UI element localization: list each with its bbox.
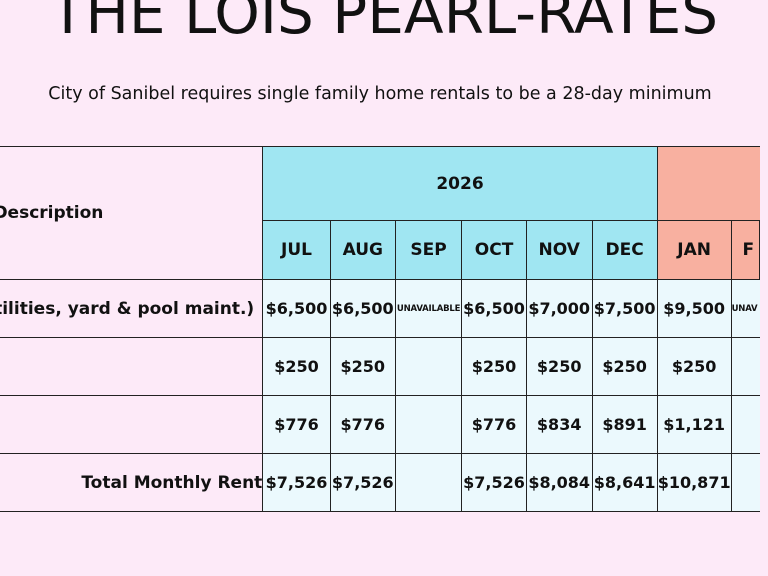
table-cell: $7,526 bbox=[461, 453, 527, 512]
table-cell: $250 bbox=[329, 337, 396, 396]
table-cell: $6,500 bbox=[262, 279, 331, 338]
month-header-feb: F bbox=[730, 220, 761, 280]
table-cell: $8,084 bbox=[525, 453, 593, 512]
row-label-total: Total Monthly Rent bbox=[0, 453, 264, 512]
table-cell: UNAV bbox=[730, 279, 760, 338]
row-label bbox=[0, 395, 264, 454]
table-cell bbox=[394, 395, 463, 454]
table-row: $776 $776 $776 $834 $891 $1,121 bbox=[0, 395, 760, 454]
month-header-aug: AUG bbox=[329, 220, 396, 280]
table-cell: $834 bbox=[525, 395, 593, 454]
table-cell: $776 bbox=[329, 395, 396, 454]
table-cell: $10,871 bbox=[656, 453, 732, 512]
table-cell bbox=[730, 337, 760, 396]
table-cell: $6,500 bbox=[461, 279, 527, 338]
description-header: e Description bbox=[0, 146, 264, 280]
table-row: e $250 $250 $250 $250 $250 $250 bbox=[0, 337, 760, 396]
table-cell: $776 bbox=[461, 395, 527, 454]
table-cell bbox=[394, 337, 463, 396]
table-cell bbox=[394, 453, 463, 512]
table-cell bbox=[730, 395, 760, 454]
year-header-next bbox=[656, 146, 760, 221]
month-header-jul: JUL bbox=[262, 220, 331, 280]
row-label: e bbox=[0, 337, 264, 396]
table-cell bbox=[730, 453, 760, 512]
table-cell: $250 bbox=[461, 337, 527, 396]
page-title: THE LOIS PEARL-RATES bbox=[49, 0, 719, 47]
year-header-2026: 2026 bbox=[262, 146, 658, 221]
table-cell: $9,500 bbox=[656, 279, 732, 338]
table-cell: $250 bbox=[525, 337, 593, 396]
month-header-sep: SEP bbox=[394, 220, 463, 280]
table-cell: $1,121 bbox=[656, 395, 732, 454]
month-header-dec: DEC bbox=[591, 220, 658, 280]
table-cell: $7,000 bbox=[525, 279, 593, 338]
table-cell: $6,500 bbox=[329, 279, 396, 338]
table-cell: $7,526 bbox=[262, 453, 331, 512]
table-row: utilities, yard & pool maint.) $6,500 $6… bbox=[0, 279, 760, 338]
table-cell: $7,500 bbox=[591, 279, 658, 338]
table-cell: $250 bbox=[656, 337, 732, 396]
table-cell: $7,526 bbox=[329, 453, 396, 512]
row-label: utilities, yard & pool maint.) bbox=[0, 279, 264, 338]
month-header-nov: NOV bbox=[525, 220, 593, 280]
rates-table: e Description 2026 JUL AUG SEP OCT NOV D… bbox=[0, 146, 761, 512]
table-cell: UNAVAILABLE bbox=[394, 279, 463, 338]
table-cell: $250 bbox=[262, 337, 331, 396]
month-header-jan: JAN bbox=[656, 220, 732, 280]
table-cell: $8,641 bbox=[591, 453, 658, 512]
month-header-oct: OCT bbox=[461, 220, 527, 280]
table-cell: $776 bbox=[262, 395, 331, 454]
table-row: Total Monthly Rent $7,526 $7,526 $7,526 … bbox=[0, 453, 760, 512]
page-subtitle: City of Sanibel requires single family h… bbox=[48, 84, 712, 104]
table-cell: $250 bbox=[591, 337, 658, 396]
table-cell: $891 bbox=[591, 395, 658, 454]
